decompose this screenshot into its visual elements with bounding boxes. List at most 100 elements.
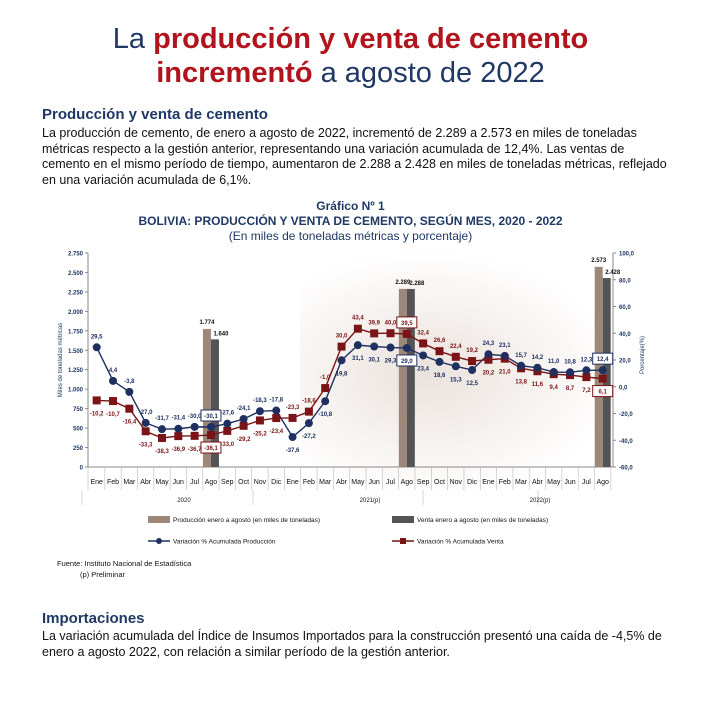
label-venta-box — [200, 441, 222, 454]
section-heading-imports: Importaciones — [42, 610, 145, 627]
title-post: a agosto de 2022 — [312, 57, 545, 89]
label-produccion: -30,1 — [204, 414, 218, 420]
label-venta: 39,5 — [401, 321, 413, 327]
label-produccion: -30,0 — [188, 414, 202, 420]
point-produccion — [386, 343, 395, 352]
point-venta — [92, 396, 101, 405]
point-venta — [402, 329, 411, 338]
label-produccion: 18,6 — [434, 373, 446, 379]
label-venta: -16,4 — [123, 420, 137, 426]
bar-venta — [602, 278, 611, 467]
label-venta: -33,0 — [220, 442, 234, 448]
point-produccion — [125, 387, 134, 396]
label-produccion: 23,4 — [417, 366, 429, 372]
point-produccion — [174, 424, 183, 433]
label-venta: -36,9 — [171, 447, 185, 453]
year-label: 2022(p) — [530, 498, 551, 504]
month-label: Oct — [238, 479, 249, 486]
section-body-production: La producción de cemento, de enero a ago… — [42, 126, 667, 187]
month-label: Mar — [319, 479, 332, 486]
label-venta: 26,6 — [434, 338, 446, 344]
point-produccion — [370, 342, 379, 351]
label-venta: -33,3 — [139, 442, 153, 448]
bar-venta-label: 2.288 — [409, 281, 425, 287]
point-venta — [190, 431, 199, 440]
label-venta: 21,0 — [499, 370, 511, 376]
point-venta — [206, 431, 215, 440]
label-venta: 43,4 — [352, 316, 364, 322]
point-produccion — [533, 363, 542, 372]
point-produccion — [190, 422, 199, 431]
month-label: Nov — [450, 479, 463, 486]
point-produccion — [484, 350, 493, 359]
label-produccion: 14,2 — [532, 355, 544, 361]
point-produccion — [566, 368, 575, 377]
bar-produccion-label: 2.289 — [395, 280, 411, 286]
month-label: Jun — [369, 479, 380, 486]
month-label: Feb — [107, 479, 119, 486]
label-venta: -1,0 — [320, 375, 331, 381]
month-label: Jul — [582, 479, 591, 486]
point-produccion — [321, 397, 330, 406]
month-label: Jul — [386, 479, 395, 486]
label-venta: -29,2 — [237, 437, 251, 443]
month-label: May — [351, 479, 365, 486]
point-venta — [255, 416, 264, 425]
label-venta: 8,7 — [566, 386, 575, 392]
month-label: Ene — [482, 479, 495, 486]
label-produccion: 19,8 — [336, 371, 348, 377]
point-venta — [272, 414, 281, 423]
legend-swatch-bar-produccion — [148, 516, 170, 523]
label-produccion: 15,3 — [450, 377, 462, 383]
label-produccion: 15,7 — [515, 353, 527, 359]
point-produccion — [288, 433, 297, 442]
month-label: Ago — [596, 479, 609, 486]
label-produccion: -17,8 — [269, 398, 283, 404]
month-label: May — [547, 479, 561, 486]
point-produccion — [517, 361, 526, 370]
right-tick-label: 60,0 — [619, 305, 631, 311]
label-produccion-box — [396, 354, 418, 367]
left-tick-label: 1.500 — [68, 349, 84, 355]
bar-produccion-label: 2.573 — [591, 258, 607, 264]
label-venta: 20,2 — [483, 371, 495, 377]
right-tick-label: 20,0 — [619, 359, 631, 365]
month-label: Jul — [190, 479, 199, 486]
label-produccion: 12,3 — [581, 357, 593, 363]
bar-venta-label: 2.428 — [605, 270, 621, 276]
point-venta — [174, 432, 183, 441]
left-tick-label: 2.500 — [68, 271, 84, 277]
point-venta — [468, 357, 477, 366]
label-venta: 11,6 — [532, 382, 544, 388]
right-tick-label: 80,0 — [619, 278, 631, 284]
label-produccion: 31,1 — [352, 356, 364, 362]
bar-produccion — [594, 266, 603, 467]
point-venta — [141, 427, 150, 436]
month-label: Ago — [205, 479, 218, 486]
left-tick-label: 1.250 — [68, 368, 84, 374]
bar-produccion — [398, 288, 407, 467]
month-label: Sep — [221, 479, 234, 486]
month-label: May — [155, 479, 169, 486]
label-venta: -36,7 — [188, 447, 202, 453]
point-venta — [435, 347, 444, 356]
label-venta: 7,2 — [582, 388, 591, 394]
label-produccion: 4,4 — [109, 368, 118, 374]
point-venta — [337, 342, 346, 351]
left-tick-label: 2.750 — [68, 252, 84, 258]
left-tick-label: 1.750 — [68, 329, 84, 335]
point-produccion — [549, 368, 558, 377]
month-label: Feb — [303, 479, 315, 486]
left-tick-label: 1.000 — [68, 388, 84, 394]
page-title: La producción y venta de cemento — [0, 22, 701, 56]
label-produccion: 12,4 — [597, 357, 609, 363]
left-tick-label: 750 — [73, 407, 84, 413]
month-label: Jun — [173, 479, 184, 486]
year-label: 2021(p) — [360, 498, 381, 504]
point-venta — [386, 329, 395, 338]
point-produccion — [582, 366, 591, 375]
label-produccion-box — [200, 409, 222, 422]
label-venta: 19,2 — [466, 348, 478, 354]
point-produccion — [255, 407, 264, 416]
month-label: Jun — [564, 479, 575, 486]
